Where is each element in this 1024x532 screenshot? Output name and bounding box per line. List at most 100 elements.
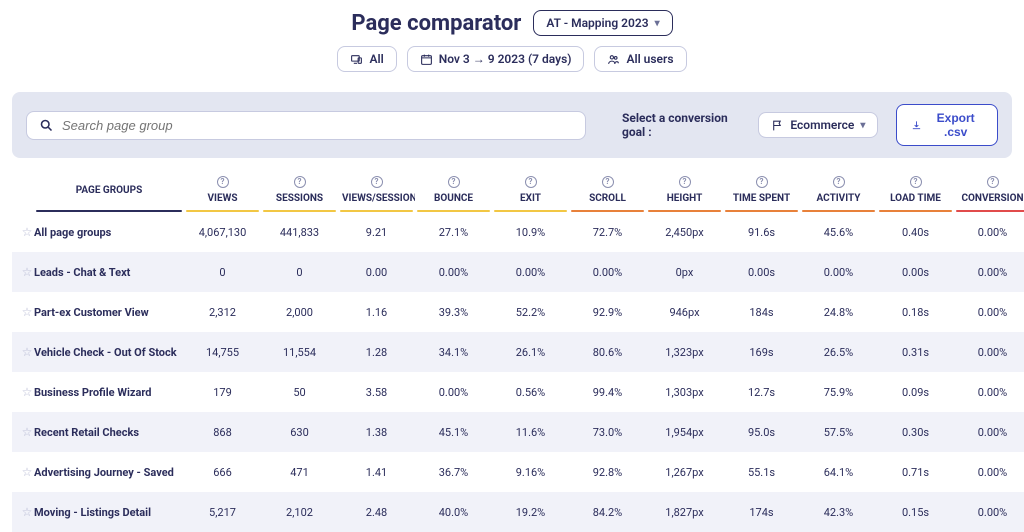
- download-icon: [911, 119, 922, 132]
- column-header-scroll[interactable]: ?SCROLL: [569, 158, 646, 212]
- cell-exit: 11.6%: [492, 412, 569, 452]
- column-header-time[interactable]: ?TIME SPENT: [723, 158, 800, 212]
- table-row[interactable]: ☆Leads - Chat & Text000.000.00%0.00%0.00…: [12, 252, 1024, 292]
- cell-views: 868: [184, 412, 261, 452]
- column-underline: [571, 210, 644, 212]
- cell-conv: 0.00%: [954, 212, 1024, 252]
- cell-sessions: 2,102: [261, 492, 338, 532]
- search-wrap[interactable]: [26, 111, 586, 140]
- table-row[interactable]: ☆Recent Retail Checks8686301.3845.1%11.6…: [12, 412, 1024, 452]
- column-header-sessions[interactable]: ?SESSIONS: [261, 158, 338, 212]
- help-icon[interactable]: ?: [525, 176, 537, 188]
- cell-time: 174s: [723, 492, 800, 532]
- column-header-activity[interactable]: ? ACTIVITY: [800, 158, 877, 212]
- column-header-load[interactable]: ? LOAD TIME: [877, 158, 954, 212]
- table-row[interactable]: ☆Part-ex Customer View2,3122,0001.1639.3…: [12, 292, 1024, 332]
- help-icon[interactable]: ?: [987, 176, 999, 188]
- export-csv-button[interactable]: Export .csv: [896, 104, 998, 146]
- page-header: Page comparator AT - Mapping 2023 ▾ All …: [0, 0, 1024, 78]
- star-icon[interactable]: ☆: [22, 465, 33, 479]
- cell-activity: 75.9%: [800, 372, 877, 412]
- help-icon[interactable]: ?: [833, 176, 845, 188]
- star-icon[interactable]: ☆: [22, 265, 33, 279]
- cell-scroll: 0.00%: [569, 252, 646, 292]
- cell-time: 169s: [723, 332, 800, 372]
- page-group-name: All page groups: [34, 212, 184, 252]
- star-icon[interactable]: ☆: [22, 505, 33, 519]
- users-icon: [607, 53, 620, 66]
- favorite-star-cell: ☆: [12, 252, 34, 292]
- cell-height: 1,827px: [646, 492, 723, 532]
- star-icon[interactable]: ☆: [22, 345, 33, 359]
- column-underline: [186, 210, 259, 212]
- column-header-conv[interactable]: ?CONVERSION: [954, 158, 1024, 212]
- cell-bounce: 34.1%: [415, 332, 492, 372]
- cell-sessions: 50: [261, 372, 338, 412]
- star-icon[interactable]: ☆: [22, 425, 33, 439]
- table-row[interactable]: ☆Moving - Listings Detail5,2172,1022.484…: [12, 492, 1024, 532]
- column-header-vps[interactable]: ?VIEWS/SESSION: [338, 158, 415, 212]
- cell-views: 179: [184, 372, 261, 412]
- column-header-bounce[interactable]: ?BOUNCE: [415, 158, 492, 212]
- page-group-name: Vehicle Check - Out Of Stock: [34, 332, 184, 372]
- mapping-selector[interactable]: AT - Mapping 2023 ▾: [533, 10, 672, 36]
- column-label: ACTIVITY: [817, 193, 861, 204]
- help-icon[interactable]: ?: [371, 176, 383, 188]
- cell-vps: 0.00: [338, 252, 415, 292]
- cell-sessions: 471: [261, 452, 338, 492]
- cell-views: 0: [184, 252, 261, 292]
- column-header-height[interactable]: ?HEIGHT: [646, 158, 723, 212]
- star-icon[interactable]: ☆: [22, 305, 33, 319]
- favorite-star-cell: ☆: [12, 452, 34, 492]
- table-row[interactable]: ☆Advertising Journey - Saved6664711.4136…: [12, 452, 1024, 492]
- cell-load: 0.30s: [877, 412, 954, 452]
- cell-scroll: 72.7%: [569, 212, 646, 252]
- cell-time: 91.6s: [723, 212, 800, 252]
- column-underline: [879, 210, 952, 212]
- cell-vps: 9.21: [338, 212, 415, 252]
- help-icon[interactable]: ?: [448, 176, 460, 188]
- help-icon[interactable]: ?: [910, 176, 922, 188]
- cell-conv: 0.00%: [954, 412, 1024, 452]
- column-label: LOAD TIME: [890, 193, 941, 204]
- date-range-label: Nov 3 → 9 2023 (7 days): [439, 52, 572, 66]
- help-icon[interactable]: ?: [679, 176, 691, 188]
- column-underline: [417, 210, 490, 212]
- help-icon[interactable]: ?: [756, 176, 768, 188]
- help-icon[interactable]: ?: [602, 176, 614, 188]
- column-header-views[interactable]: ?VIEWS: [184, 158, 261, 212]
- cell-conv: 0.00%: [954, 492, 1024, 532]
- date-range-filter[interactable]: Nov 3 → 9 2023 (7 days): [407, 46, 585, 72]
- toolbar: Select a conversion goal : Ecommerce ▾ E…: [12, 92, 1012, 158]
- star-icon[interactable]: ☆: [22, 385, 33, 399]
- cell-views: 4,067,130: [184, 212, 261, 252]
- help-icon[interactable]: ?: [217, 176, 229, 188]
- table-row[interactable]: ☆All page groups4,067,130441,8339.2127.1…: [12, 212, 1024, 252]
- search-icon: [39, 118, 54, 133]
- cell-scroll: 73.0%: [569, 412, 646, 452]
- cell-exit: 19.2%: [492, 492, 569, 532]
- conversion-goal-selector[interactable]: Ecommerce ▾: [758, 112, 878, 138]
- cell-scroll: 99.4%: [569, 372, 646, 412]
- column-label: EXIT: [520, 193, 541, 204]
- cell-exit: 10.9%: [492, 212, 569, 252]
- cell-exit: 9.16%: [492, 452, 569, 492]
- table-row[interactable]: ☆Vehicle Check - Out Of Stock14,75511,55…: [12, 332, 1024, 372]
- cell-activity: 45.6%: [800, 212, 877, 252]
- column-header-exit[interactable]: ? EXIT: [492, 158, 569, 212]
- cell-conv: 0.00%: [954, 292, 1024, 332]
- page-group-name: Advertising Journey - Saved: [34, 452, 184, 492]
- cell-exit: 52.2%: [492, 292, 569, 332]
- star-icon[interactable]: ☆: [22, 225, 33, 239]
- column-underline: [802, 210, 875, 212]
- table-row[interactable]: ☆Business Profile Wizard179503.580.00%0.…: [12, 372, 1024, 412]
- favorite-star-cell: ☆: [12, 332, 34, 372]
- comparator-table-wrap: PAGE GROUPS?VIEWS?SESSIONS?VIEWS/SESSION…: [12, 158, 1012, 532]
- help-icon[interactable]: ?: [294, 176, 306, 188]
- device-filter[interactable]: All: [337, 46, 396, 72]
- column-header-name[interactable]: PAGE GROUPS: [34, 158, 184, 212]
- users-filter[interactable]: All users: [594, 46, 686, 72]
- column-underline: [263, 210, 336, 212]
- cell-views: 666: [184, 452, 261, 492]
- search-input[interactable]: [62, 118, 573, 133]
